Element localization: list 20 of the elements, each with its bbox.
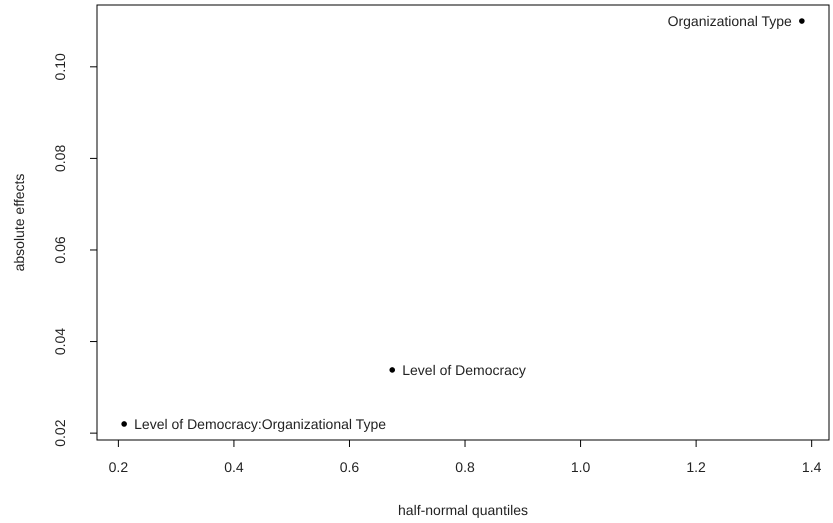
y-tick-label: 0.02 bbox=[52, 419, 68, 447]
x-tick-label: 0.2 bbox=[108, 459, 128, 475]
annotation: Level of Democracy bbox=[402, 362, 526, 378]
point bbox=[799, 18, 805, 24]
y-tick-label: 0.08 bbox=[52, 144, 68, 172]
x-tick-label: 1.4 bbox=[802, 459, 822, 475]
annotation: Level of Democracy:Organizational Type bbox=[134, 416, 386, 432]
x-axis-title: half-normal quantiles bbox=[398, 502, 528, 518]
y-tick-label: 0.06 bbox=[52, 236, 68, 264]
y-axis-title: absolute effects bbox=[11, 174, 27, 272]
x-tick-label: 1.0 bbox=[570, 459, 591, 475]
y-tick-label: 0.04 bbox=[52, 328, 68, 356]
x-tick-label: 0.4 bbox=[224, 459, 244, 475]
x-tick-label: 1.2 bbox=[686, 459, 706, 475]
annotation: Organizational Type bbox=[668, 13, 792, 30]
point bbox=[121, 421, 127, 427]
x-tick-label: 0.6 bbox=[340, 459, 360, 475]
x-tick-label: 0.8 bbox=[455, 459, 475, 475]
y-tick-label: 0.10 bbox=[52, 52, 68, 80]
point bbox=[389, 367, 396, 373]
